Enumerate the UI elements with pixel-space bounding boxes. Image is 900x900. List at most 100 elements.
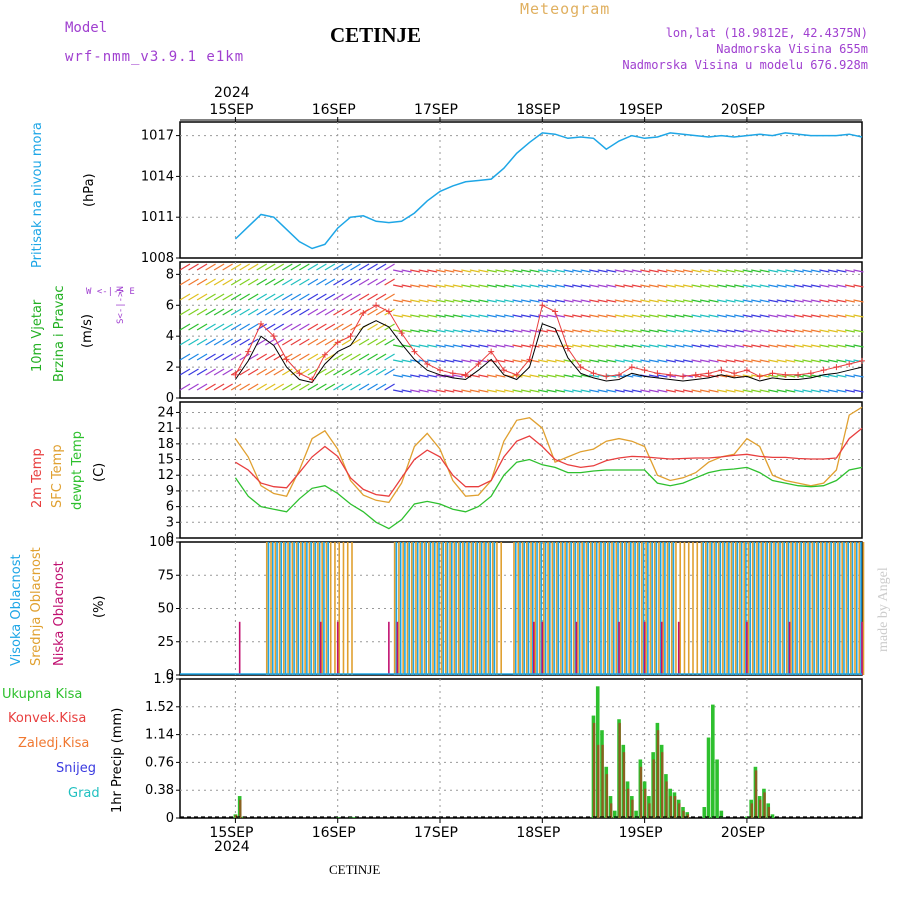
wind-arrow <box>196 308 208 316</box>
wind-arrow <box>657 284 668 288</box>
wind-arrow <box>546 359 557 363</box>
wind-arrow <box>708 284 719 288</box>
wind-gust-marker <box>807 370 814 377</box>
wind-arrow <box>230 353 242 361</box>
precip-bar <box>335 817 340 818</box>
wind-arrow <box>853 374 864 378</box>
wind-arrow <box>606 359 617 363</box>
wind-arrow <box>444 344 455 348</box>
legend-hail: Grad <box>68 786 100 801</box>
wind-arrow <box>572 389 583 393</box>
wind-arrow <box>520 344 532 348</box>
wind-arrow <box>350 293 361 301</box>
wind-arrow <box>341 308 353 316</box>
wind-arrow <box>691 344 702 348</box>
wind-gust-marker <box>846 361 853 367</box>
x-tick-top: 18SEP <box>516 102 560 118</box>
wind-arrow <box>554 389 566 393</box>
lonlat: lon,lat (18.9812E, 42.4375N) <box>665 26 868 40</box>
wind-arrow <box>802 329 813 333</box>
y-tick-label: 1017 <box>141 129 174 144</box>
wind-arrow <box>631 374 642 378</box>
wind-arrow <box>375 308 387 316</box>
y-tick-label: 2 <box>166 360 174 375</box>
conv-precip-bar <box>678 803 681 818</box>
wind-arrow <box>307 323 319 331</box>
wind-gust-marker <box>449 370 456 377</box>
wind-arrow <box>512 344 523 348</box>
wind-arrow <box>196 323 208 331</box>
conv-precip-bar <box>601 744 604 818</box>
conv-precip-bar <box>665 781 668 818</box>
wind-arrow <box>205 263 216 271</box>
wind-arrow <box>179 293 191 301</box>
wind-gust-marker <box>270 333 277 340</box>
wind-arrow <box>682 314 694 318</box>
wind-gust-marker <box>385 308 392 315</box>
wind-arrow <box>418 344 429 348</box>
wind-arrow <box>375 278 387 286</box>
wind-arrow <box>418 389 429 393</box>
wind-arrow <box>401 269 412 273</box>
wind-arrow <box>188 368 199 376</box>
wind-arrow <box>768 389 779 393</box>
wind-arrow <box>716 344 728 348</box>
wind-arrow <box>350 338 361 346</box>
wind-arrow <box>299 263 310 271</box>
wind-arrow <box>640 359 651 363</box>
wind-gust-marker <box>309 376 316 383</box>
wind-arrow <box>435 284 446 288</box>
wind-arrow <box>350 308 361 316</box>
wind-arrow <box>665 374 677 378</box>
wind-arrow <box>341 353 353 361</box>
conv-precip-bar <box>622 752 626 818</box>
wind-arrow <box>239 293 250 301</box>
wind-arrow <box>299 323 310 331</box>
wind-gust-marker <box>705 370 712 377</box>
wind-arrow <box>623 359 634 363</box>
wind-arrow <box>529 269 540 273</box>
wind-arrow <box>358 263 370 271</box>
wind-arrow <box>836 284 847 288</box>
wind-arrow <box>299 383 310 391</box>
wind-arrow <box>580 269 591 273</box>
wind-arrow <box>299 293 310 301</box>
wind-arrow <box>572 374 583 378</box>
wind-arrow <box>247 323 259 331</box>
wind-arrow <box>725 299 736 303</box>
wind-arrow <box>631 359 642 363</box>
wind-arrow <box>597 269 608 273</box>
x-tick-bottom: 16SEP <box>312 825 356 841</box>
wind-arrow <box>648 329 659 333</box>
wind-arrow <box>239 383 250 391</box>
wind-arrow <box>256 308 268 316</box>
wind-arrow <box>281 338 293 346</box>
wind-arrow <box>674 389 685 393</box>
precip-bar <box>719 810 724 818</box>
wind-arrow <box>751 284 762 288</box>
wind-arrow <box>273 353 285 361</box>
wind-arrow <box>623 314 634 318</box>
y-tick-label: 6 <box>166 298 174 313</box>
wind-arrow <box>819 329 830 333</box>
wind-arrow <box>819 344 830 348</box>
wind-arrow <box>725 374 736 378</box>
wind-arrow <box>776 314 787 318</box>
pressure-line <box>234 132 863 250</box>
wind-arrow <box>691 329 702 333</box>
legend-total: Ukupna Kisa <box>2 687 83 702</box>
wind-gust-marker <box>564 345 571 352</box>
footer-station: CETINJE <box>329 862 381 877</box>
wind-arrow <box>810 284 821 288</box>
y-tick-label: 8 <box>166 267 174 282</box>
wind-arrow <box>546 389 557 393</box>
wind-arrow <box>682 329 694 333</box>
wind-arrow <box>264 278 276 286</box>
wind-arrow <box>393 359 404 363</box>
wind-arrow <box>196 263 208 271</box>
wind-arrow <box>393 344 404 348</box>
wind-arrow <box>844 314 856 318</box>
wind-arrow <box>281 368 293 376</box>
wind-arrow <box>520 329 532 333</box>
wind-arrow <box>324 293 336 301</box>
